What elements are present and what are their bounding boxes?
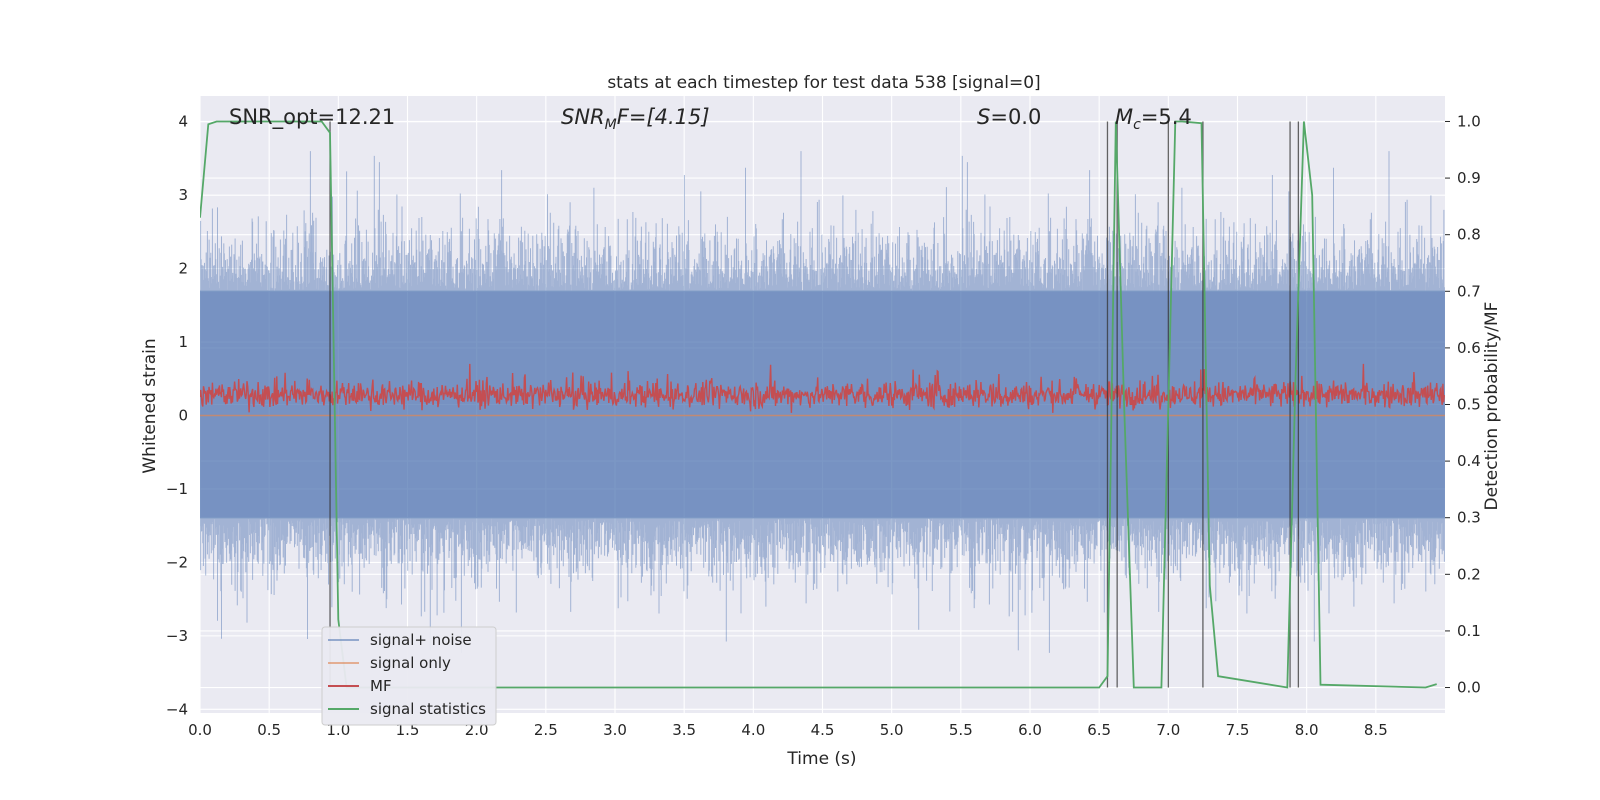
legend-label-signal-only: signal only <box>370 654 451 672</box>
y-axis-right-label: Detection probability/MF <box>1482 302 1502 511</box>
legend: signal+ noise signal only MF signal stat… <box>321 626 497 726</box>
y-tick-label-left: −2 <box>166 553 188 571</box>
y-tick-label-left: 4 <box>178 113 188 131</box>
x-tick-label: 8.5 <box>1364 721 1388 739</box>
y-tick-label-left: 2 <box>178 260 188 278</box>
x-tick-label: 5.5 <box>949 721 973 739</box>
y-tick-label-right: 0.5 <box>1457 396 1481 414</box>
y-tick-label-right: 0.7 <box>1457 282 1481 300</box>
y-axis-left-label: Whitened strain <box>140 338 160 473</box>
annotation-s: S=0.0 <box>977 105 1041 129</box>
y-tick-label-right: 1.0 <box>1457 112 1481 130</box>
legend-label-signal-statistics: signal statistics <box>370 700 486 718</box>
x-tick-label: 6.5 <box>1087 721 1111 739</box>
chart-title: stats at each timestep for test data 538… <box>607 73 1040 93</box>
annotation-mc: Mc=5.4 <box>1115 105 1192 133</box>
annotation-snr-opt: SNR_opt=12.21 <box>229 105 395 130</box>
noise-core-band <box>200 290 1445 519</box>
y-tick-label-left: 3 <box>178 186 188 204</box>
y-tick-label-right: 0.6 <box>1457 339 1481 357</box>
y-tick-label-right: 0.9 <box>1457 169 1481 187</box>
x-axis-ticks: 0.0 0.5 1.0 1.5 2.0 2.5 3.0 3.5 4.0 4.5 5.0 5.5 6.0 6… <box>188 721 1388 739</box>
x-tick-label: 6.0 <box>1018 721 1042 739</box>
x-tick-label: 3.0 <box>603 721 627 739</box>
mf-line <box>200 363 1445 413</box>
x-tick-label: 7.5 <box>1226 721 1250 739</box>
legend-label-signal-noise: signal+ noise <box>370 631 472 649</box>
y-tick-label-left: 1 <box>178 333 188 351</box>
y-tick-label-right: 0.0 <box>1457 679 1481 697</box>
annotation-snr-mf: SNRMF=[4.15] <box>561 105 710 133</box>
signal-statistics-line <box>200 120 1437 689</box>
x-tick-label: 3.5 <box>672 721 696 739</box>
mf-series <box>200 363 1445 413</box>
signal-statistics-series <box>200 120 1437 689</box>
legend-box <box>321 626 497 726</box>
y-tick-label-left: −4 <box>166 700 188 718</box>
y-tick-label-left: −3 <box>166 627 188 645</box>
legend-label-mf: MF <box>370 677 392 695</box>
y-tick-label-left: 0 <box>178 407 188 425</box>
x-tick-label: 5.0 <box>880 721 904 739</box>
y-tick-label-right: 0.4 <box>1457 452 1481 470</box>
x-tick-label: 0.5 <box>257 721 281 739</box>
x-tick-label: 4.0 <box>741 721 765 739</box>
x-tick-label: 0.0 <box>188 721 212 739</box>
y-tick-label-right: 0.8 <box>1457 226 1481 244</box>
x-tick-label: 8.0 <box>1295 721 1319 739</box>
y-axis-left-ticks: 4 3 2 1 0 −1 −2 −3 −4 <box>166 113 188 719</box>
y-tick-label-right: 0.2 <box>1457 565 1481 583</box>
x-tick-label: 2.5 <box>534 721 558 739</box>
y-tick-label-right: 0.3 <box>1457 509 1481 527</box>
x-axis-label: Time (s) <box>786 749 856 769</box>
signal-noise-series <box>200 151 1445 653</box>
y-tick-label-right: 0.1 <box>1457 622 1481 640</box>
y-axis-right-ticks: 1.0 0.9 0.8 0.7 0.6 0.5 0.4 0.3 0.2 0.1 0.0 <box>1445 112 1481 697</box>
x-tick-label: 7.0 <box>1156 721 1180 739</box>
x-tick-label: 4.5 <box>811 721 835 739</box>
y-tick-label-left: −1 <box>166 480 188 498</box>
